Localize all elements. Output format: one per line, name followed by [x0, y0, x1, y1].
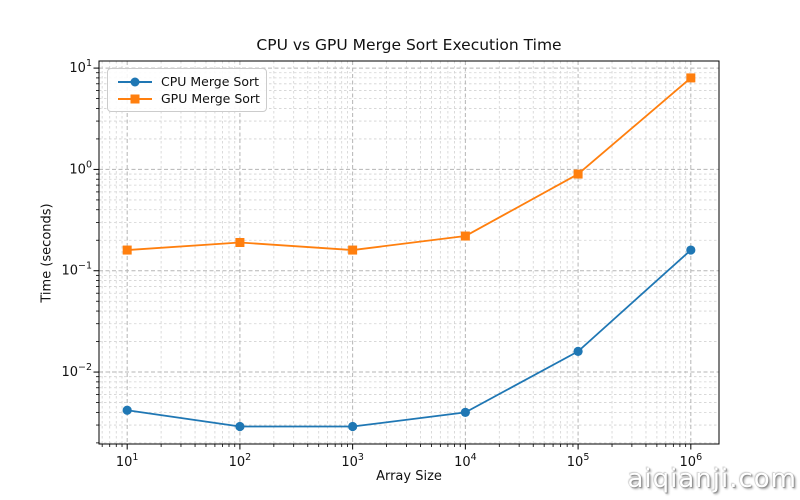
y-tick-label: 10−2 — [61, 362, 92, 380]
legend-item-cpu: CPU Merge Sort — [118, 73, 260, 90]
data-marker-circle — [348, 421, 358, 432]
x-tick-label: 104 — [454, 452, 477, 470]
y-tick-label: 101 — [69, 58, 92, 76]
gpu-line-swatch — [118, 94, 152, 103]
data-marker-circle — [460, 407, 470, 417]
legend-label-cpu: CPU Merge Sort — [161, 74, 260, 89]
x-axis-label: Array Size — [376, 469, 442, 484]
data-marker-square — [348, 245, 358, 255]
data-marker-square — [686, 73, 696, 83]
x-tick-label: 106 — [680, 452, 703, 470]
legend-item-gpu: GPU Merge Sort — [118, 90, 260, 107]
watermark: aiqianji.com — [627, 464, 797, 494]
series-line-0 — [127, 249, 692, 428]
y-tick-label: 100 — [69, 159, 92, 177]
square-marker-icon — [130, 94, 140, 103]
data-marker-circle — [573, 346, 583, 356]
x-tick-label: 103 — [341, 452, 364, 470]
legend: CPU Merge Sort GPU Merge Sort — [107, 68, 267, 112]
series-line-1 — [127, 77, 692, 251]
data-marker-square — [460, 231, 470, 241]
data-marker-square — [235, 237, 245, 247]
data-marker-circle — [235, 421, 245, 432]
x-tick-label: 105 — [567, 452, 590, 470]
data-marker-square — [573, 169, 583, 179]
circle-marker-icon — [130, 77, 140, 86]
y-tick-label: 10−1 — [61, 261, 92, 279]
x-tick-label: 101 — [116, 452, 139, 470]
data-marker-circle — [686, 245, 696, 255]
y-axis-label: Time (seconds) — [39, 203, 55, 303]
data-marker-square — [122, 245, 132, 255]
chart-title: CPU vs GPU Merge Sort Execution Time — [256, 36, 562, 54]
data-marker-circle — [122, 405, 132, 415]
cpu-line-swatch — [118, 77, 152, 86]
legend-label-gpu: GPU Merge Sort — [161, 91, 260, 106]
x-tick-label: 102 — [229, 452, 252, 470]
plot-border — [98, 60, 720, 445]
